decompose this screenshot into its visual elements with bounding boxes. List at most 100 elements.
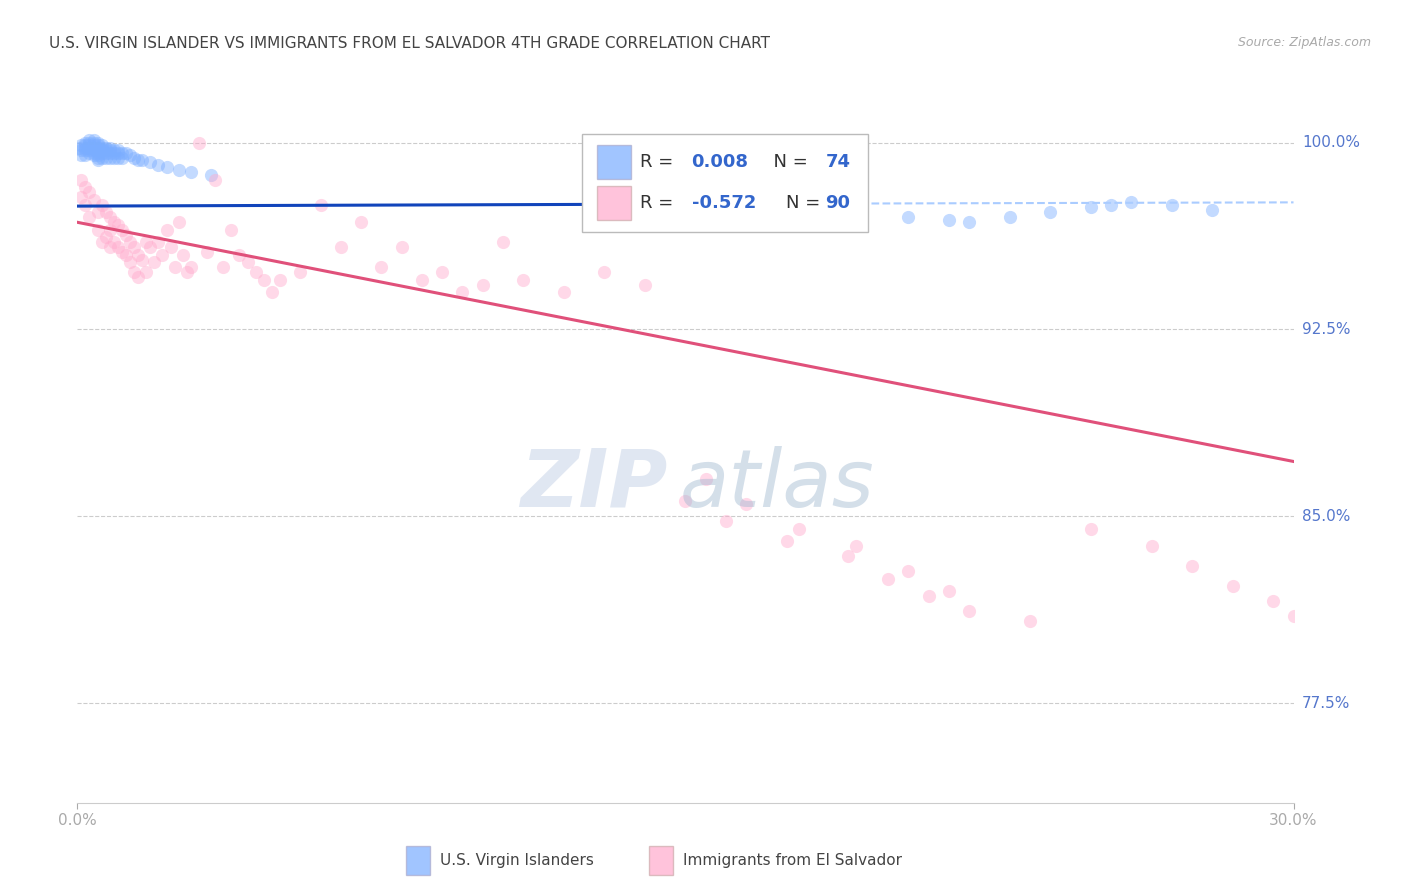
Point — [103, 215, 125, 229]
Point — [75, 180, 97, 194]
Point — [79, 211, 101, 225]
Point — [90, 151, 112, 165]
Bar — [650, 847, 673, 875]
Point — [94, 205, 117, 219]
Point — [103, 145, 125, 160]
Point — [118, 235, 141, 250]
Point — [172, 248, 194, 262]
Point — [86, 143, 108, 157]
Point — [86, 140, 108, 154]
Point — [86, 136, 108, 150]
Point — [122, 240, 145, 254]
Point — [163, 260, 186, 274]
Point — [90, 143, 112, 157]
Point — [411, 272, 433, 286]
Point — [918, 589, 941, 603]
Point — [845, 539, 868, 553]
Point — [86, 153, 108, 167]
Point — [83, 136, 105, 150]
Point — [1222, 579, 1244, 593]
Point — [107, 145, 129, 160]
Text: ZIP: ZIP — [520, 446, 668, 524]
Point — [155, 161, 177, 175]
Point — [86, 148, 108, 162]
Point — [735, 497, 758, 511]
Point — [75, 198, 97, 212]
Point — [430, 265, 453, 279]
Point — [1161, 198, 1184, 212]
Point — [94, 143, 117, 157]
Text: R =: R = — [640, 153, 679, 171]
Point — [148, 235, 170, 250]
Point — [94, 140, 117, 154]
Point — [553, 285, 575, 299]
Text: -0.572: -0.572 — [692, 194, 756, 212]
Point — [67, 140, 90, 154]
Point — [70, 138, 93, 153]
Point — [309, 198, 332, 212]
Point — [776, 534, 799, 549]
Point — [221, 223, 243, 237]
Point — [167, 163, 190, 178]
Point — [90, 235, 112, 250]
Point — [212, 260, 235, 274]
Point — [103, 235, 125, 250]
Point — [75, 148, 97, 162]
Point — [1140, 539, 1163, 553]
Point — [70, 190, 93, 204]
Point — [957, 215, 980, 229]
Point — [79, 186, 101, 200]
Point — [139, 240, 162, 254]
Text: atlas: atlas — [679, 446, 875, 524]
Point — [204, 173, 226, 187]
Point — [70, 143, 93, 157]
Point — [152, 248, 174, 262]
Point — [897, 564, 920, 578]
Point — [70, 173, 93, 187]
Point — [75, 140, 97, 154]
Point — [83, 145, 105, 160]
Point — [167, 215, 190, 229]
Point — [938, 584, 960, 599]
Point — [83, 143, 105, 157]
Bar — [596, 145, 631, 179]
Point — [329, 240, 352, 254]
Point — [118, 148, 141, 162]
Text: N =: N = — [762, 153, 814, 171]
Point — [695, 472, 717, 486]
Point — [135, 265, 157, 279]
Point — [79, 145, 101, 160]
Point — [675, 494, 697, 508]
Point — [391, 240, 413, 254]
Point — [180, 260, 202, 274]
Point — [370, 260, 392, 274]
Point — [938, 212, 960, 227]
Point — [83, 148, 105, 162]
Point — [90, 140, 112, 154]
Point — [143, 255, 166, 269]
Point — [1263, 594, 1285, 608]
Point — [83, 138, 105, 153]
Point — [1080, 200, 1102, 214]
Point — [86, 223, 108, 237]
Point — [131, 153, 153, 167]
Point — [176, 265, 198, 279]
Text: R =: R = — [640, 194, 679, 212]
Point — [111, 151, 134, 165]
Point — [70, 148, 93, 162]
Point — [107, 143, 129, 157]
Point — [228, 248, 250, 262]
Text: 85.0%: 85.0% — [1302, 508, 1350, 524]
Point — [512, 272, 534, 286]
Point — [79, 140, 101, 154]
Point — [122, 265, 145, 279]
Point — [290, 265, 312, 279]
Point — [115, 227, 138, 242]
Point — [195, 245, 218, 260]
Point — [159, 240, 181, 254]
Point — [127, 270, 149, 285]
Point — [79, 136, 101, 150]
Point — [111, 145, 134, 160]
Point — [107, 218, 129, 232]
Point — [90, 145, 112, 160]
